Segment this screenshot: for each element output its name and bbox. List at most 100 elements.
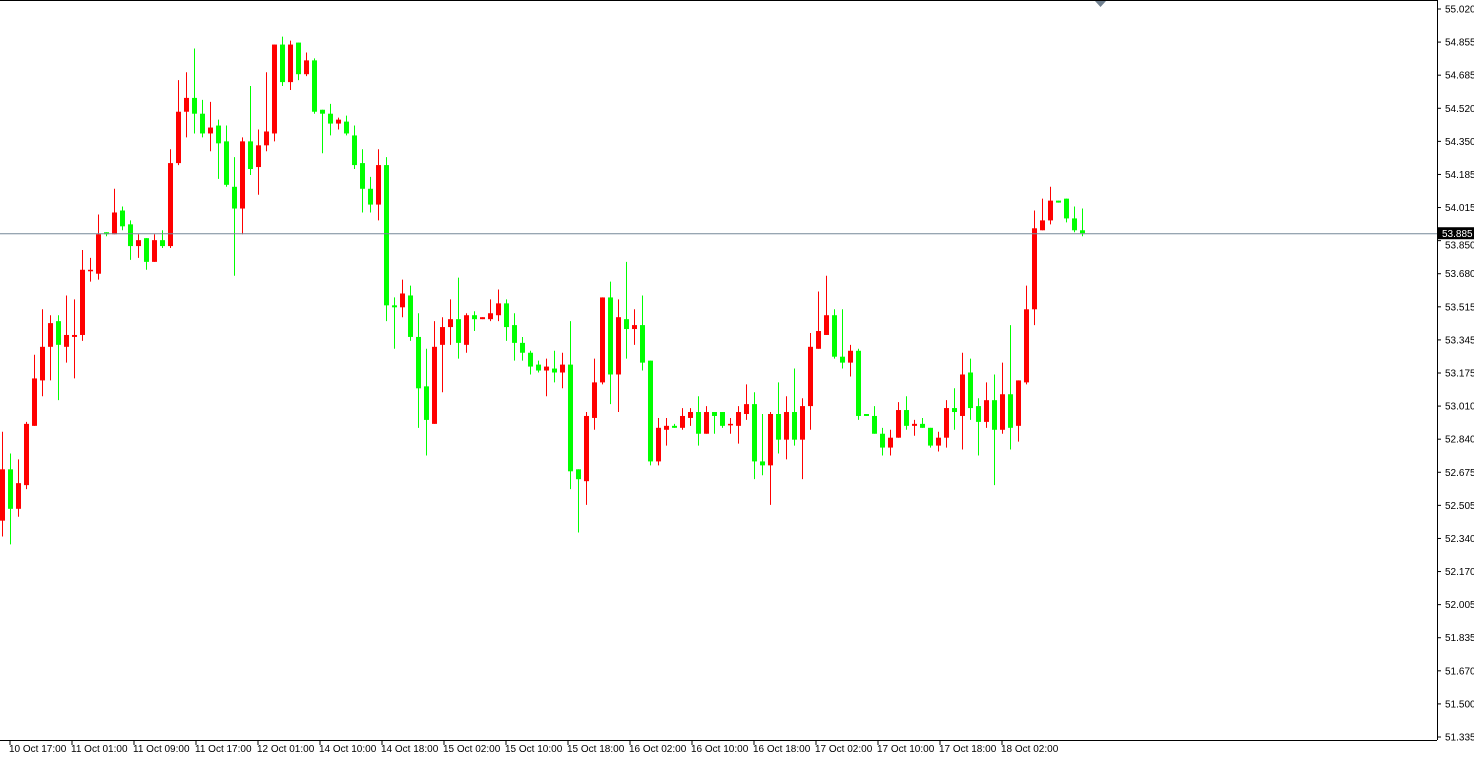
candle-body — [680, 415, 685, 428]
candle-body — [592, 382, 597, 418]
price-axis: 55.020 54.855 54.685 54.520 54.350 54.185 54.0… — [1437, 5, 1474, 744]
candle-body — [216, 125, 221, 144]
y-tick-label: 53.515 — [1445, 302, 1474, 313]
candle — [424, 348, 429, 456]
candle — [56, 315, 61, 401]
candle-body — [416, 336, 421, 389]
candle-body — [616, 317, 621, 375]
candle — [264, 72, 269, 152]
candle — [296, 42, 301, 81]
candle-body — [1056, 200, 1061, 203]
candle — [624, 261, 629, 359]
x-tick-label: 15 Oct 18:00 — [567, 744, 625, 755]
candle-body — [376, 165, 381, 205]
candle-body — [112, 212, 117, 235]
candle-body — [248, 141, 253, 170]
candle — [464, 313, 469, 353]
candle — [736, 406, 741, 444]
candle — [368, 176, 373, 213]
candle-body — [856, 350, 861, 416]
candle — [480, 317, 485, 320]
candle — [80, 250, 85, 341]
candle — [40, 309, 45, 397]
candle-body — [968, 372, 973, 409]
candle-body — [992, 400, 997, 430]
y-tick-label: 52.170 — [1445, 567, 1474, 578]
candle — [392, 297, 397, 349]
candle — [544, 358, 549, 397]
candle — [336, 117, 341, 130]
candle-body — [728, 423, 733, 426]
candle — [1080, 208, 1085, 237]
candle — [1024, 285, 1029, 385]
candle-body — [496, 303, 501, 316]
candle-body — [168, 163, 173, 247]
candle — [152, 234, 157, 262]
candle-body — [1016, 380, 1021, 426]
candle-body — [1048, 200, 1053, 221]
candle-body — [736, 412, 741, 426]
candle-body — [792, 412, 797, 440]
candle — [648, 360, 653, 466]
candle — [960, 352, 965, 450]
candle-body — [1064, 198, 1069, 219]
candle — [688, 408, 693, 426]
candle-body — [80, 269, 85, 335]
candle-body — [40, 346, 45, 381]
candle — [856, 348, 861, 420]
candle-body — [464, 315, 469, 345]
x-tick-label: 10 Oct 17:00 — [9, 744, 67, 755]
candle — [720, 412, 725, 428]
candle — [912, 419, 917, 436]
candle-body — [192, 97, 197, 114]
x-tick-label: 17 Oct 10:00 — [877, 744, 935, 755]
y-tick-label: 53.850 — [1445, 241, 1474, 252]
candle-body — [1008, 394, 1013, 428]
candle-body — [240, 141, 245, 209]
candle — [448, 299, 453, 345]
candle-body — [104, 232, 109, 235]
candle — [328, 103, 333, 136]
candle-body — [208, 127, 213, 134]
candle — [408, 285, 413, 341]
candle — [616, 299, 621, 413]
candle — [432, 321, 437, 424]
x-tick-label: 14 Oct 18:00 — [381, 744, 439, 755]
candle — [48, 315, 53, 381]
candle — [400, 279, 405, 318]
candle-body — [632, 325, 637, 330]
candle-body — [776, 413, 781, 440]
candle — [72, 299, 77, 379]
candle — [1064, 198, 1069, 223]
x-tick-label: 14 Oct 10:00 — [319, 744, 377, 755]
candle-body — [304, 60, 309, 75]
candle — [712, 412, 717, 434]
x-tick-label: 11 Oct 17:00 — [195, 744, 252, 755]
candle-body — [760, 461, 765, 466]
y-tick-label: 51.500 — [1445, 699, 1474, 710]
candle-body — [640, 325, 645, 363]
x-tick-label: 11 Oct 01:00 — [71, 744, 128, 755]
candle — [64, 295, 69, 363]
candle-body — [928, 427, 933, 446]
x-tick-label: 16 Oct 10:00 — [691, 744, 749, 755]
candle-body — [584, 415, 589, 482]
candle — [472, 311, 477, 332]
candle — [1040, 198, 1045, 231]
candle — [128, 220, 133, 260]
candle — [376, 149, 381, 221]
candle-body — [816, 331, 821, 349]
candle — [840, 309, 845, 369]
candle-body — [768, 413, 773, 466]
candle — [112, 188, 117, 235]
candle — [816, 291, 821, 349]
candle-body — [448, 319, 453, 328]
candle-body — [712, 412, 717, 416]
candle-body — [352, 135, 357, 166]
candle-body — [528, 352, 533, 367]
candle — [640, 295, 645, 371]
candle — [1008, 325, 1013, 450]
y-tick-label: 53.680 — [1445, 269, 1474, 280]
candle-body — [800, 406, 805, 440]
candle — [936, 431, 941, 452]
